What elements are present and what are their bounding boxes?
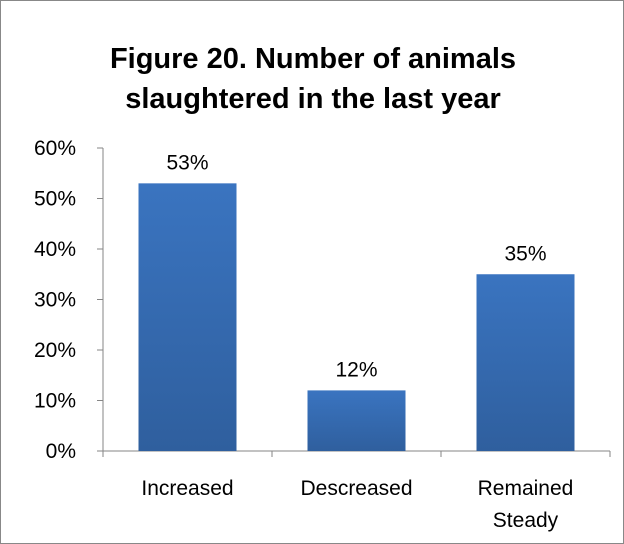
chart-title: Figure 20. Number of animals slaughtered… — [1, 39, 624, 119]
y-tick-label: 0% — [46, 440, 76, 463]
data-label: 12% — [335, 358, 377, 381]
chart-title-line-2: slaughtered in the last year — [125, 83, 501, 115]
data-label: 35% — [504, 242, 546, 265]
bar — [138, 183, 237, 451]
y-tick-label: 30% — [34, 289, 76, 312]
category-label: Steady — [493, 509, 559, 532]
category-label: Descreased — [300, 477, 412, 500]
category-label: Increased — [141, 477, 233, 500]
category-label: Remained — [478, 477, 574, 500]
y-tick-label: 10% — [34, 390, 76, 413]
chart-title-line-1: Figure 20. Number of animals — [109, 43, 517, 75]
y-tick-label: 60% — [34, 137, 76, 160]
y-tick-label: 50% — [34, 188, 76, 211]
y-tick-label: 40% — [34, 238, 76, 261]
bar — [476, 274, 575, 451]
data-label: 53% — [166, 151, 208, 174]
y-tick-label: 20% — [34, 339, 76, 362]
bar — [307, 390, 406, 451]
